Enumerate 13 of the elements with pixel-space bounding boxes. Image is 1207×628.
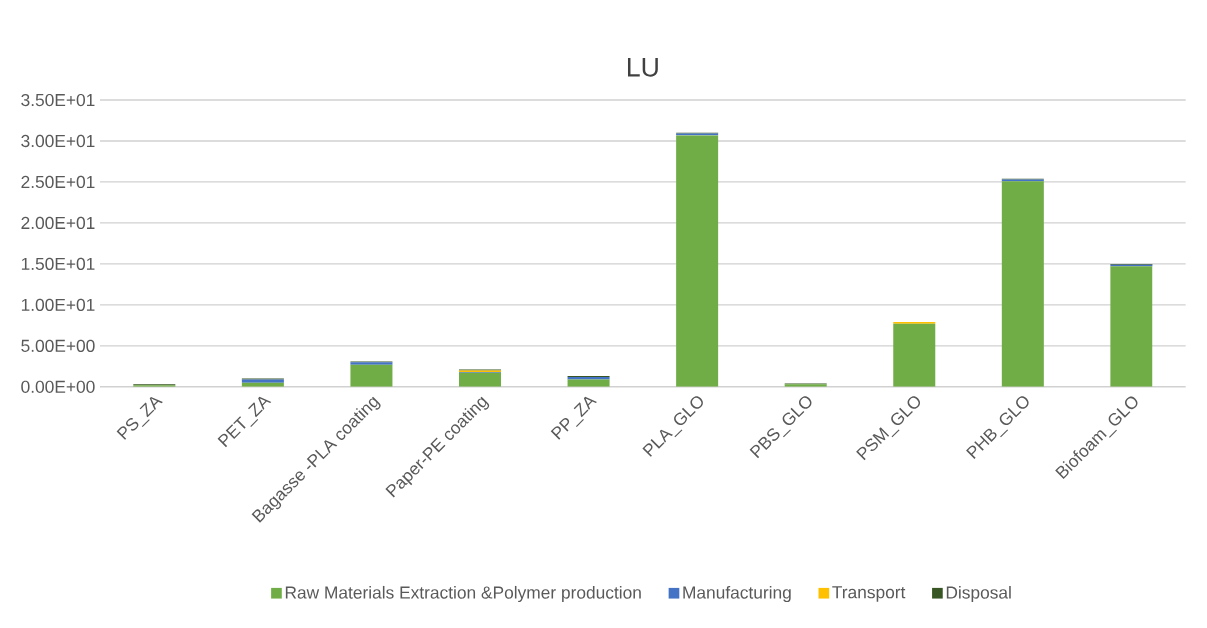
legend-label: Manufacturing: [683, 585, 791, 603]
y-tick-label: 0.00E+00: [21, 380, 95, 393]
legend-label: Transport: [832, 586, 906, 602]
y-tick-label: 1.00E+01: [21, 298, 95, 311]
y-tick-label: 3.50E+01: [21, 93, 95, 107]
y-tick-label: 2.00E+01: [21, 216, 95, 229]
legend-label: Raw Materials Extraction &Polymer production: [285, 585, 641, 603]
y-tick-label: 5.00E+00: [21, 339, 95, 352]
chart-title: LU: [628, 57, 658, 77]
y-tick-label: 2.50E+01: [21, 175, 95, 189]
y-tick-label: 3.00E+01: [21, 134, 95, 148]
y-tick-label: 1.50E+01: [21, 257, 95, 270]
legend-label: Disposal: [946, 585, 1011, 603]
